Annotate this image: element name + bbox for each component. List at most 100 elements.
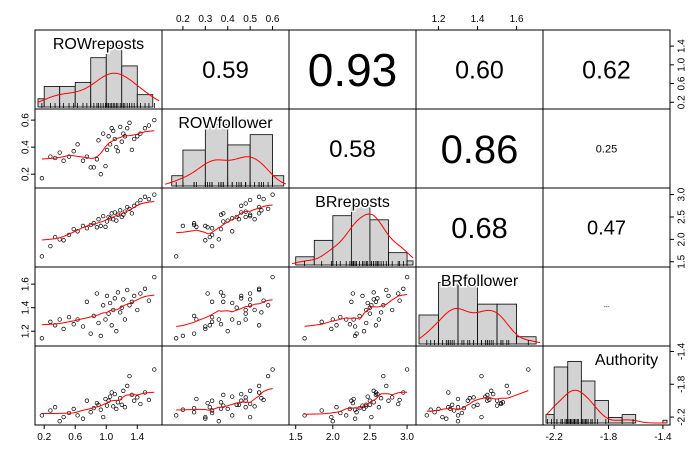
scatter-point [506, 390, 511, 395]
scatter-point [252, 404, 257, 409]
scatter-point [221, 299, 226, 304]
scatter-point [330, 419, 335, 424]
right-tick-label: 2.0 [677, 232, 688, 246]
scatter-point [112, 210, 117, 215]
scatter-point [334, 323, 339, 328]
scatter-point [397, 397, 402, 403]
scatter-point [221, 219, 226, 224]
scatter-point [221, 392, 226, 398]
scatter-point [180, 333, 186, 339]
loess-line [304, 391, 408, 415]
scatter-point [378, 310, 384, 315]
histogram-bar [350, 202, 371, 266]
scatter-point [191, 313, 197, 319]
scatter-point [344, 413, 349, 418]
correlation-label: --- [604, 305, 610, 311]
scatter-point [138, 401, 143, 407]
histogram-bar [249, 134, 273, 187]
loess-line [426, 390, 529, 412]
x-tick-label: -1.4 [654, 432, 672, 443]
scatter-point [48, 408, 53, 413]
correlation-label: 0.68 [451, 213, 507, 245]
scatter-point [261, 196, 266, 202]
scatter-point [396, 401, 401, 407]
density-curve [164, 156, 287, 185]
scatter-point [112, 136, 117, 142]
scatter-point [378, 396, 384, 401]
loess-line [41, 391, 155, 414]
scatter-point [129, 147, 135, 153]
scatter-point [526, 367, 531, 372]
correlation-label: 0.25 [596, 143, 617, 155]
loess-line [176, 204, 273, 235]
histogram-bar [59, 86, 76, 108]
histogram-bar [272, 175, 285, 187]
scatter-point [115, 149, 121, 154]
scatter-point [132, 136, 137, 142]
density-curve [291, 213, 414, 265]
scatter-point [209, 410, 215, 416]
scatter-point [243, 201, 248, 206]
scatter-point [101, 131, 106, 136]
scatter-point [239, 293, 244, 299]
scatter-point [397, 298, 402, 303]
variable-label: ROWreposts [53, 36, 144, 53]
scatter-point [152, 274, 157, 280]
scatter-point [225, 406, 230, 412]
scatter-point [265, 303, 271, 308]
scatter-point [350, 291, 356, 296]
scatter-point [352, 416, 358, 421]
scatter-point [191, 221, 197, 226]
scatter-point [230, 229, 235, 234]
scatter-point [104, 147, 110, 153]
scatter-point [319, 319, 324, 324]
correlation-label: 0.58 [329, 136, 376, 163]
scatter-point [371, 388, 376, 393]
histogram-bar [171, 175, 184, 187]
scatter-point [455, 413, 461, 418]
scatter-point [209, 319, 215, 324]
scatter-point [485, 398, 490, 403]
scatter-point [122, 405, 128, 410]
scatter-point [103, 224, 108, 229]
scatter-point [471, 404, 476, 409]
histogram-bar [182, 149, 206, 187]
correlation-label: 0.93 [308, 44, 398, 96]
scatter-point [319, 408, 324, 413]
scatter-point [39, 176, 45, 181]
scatter-point [57, 150, 62, 155]
scatter-point [135, 307, 140, 313]
scatter-point [112, 391, 117, 397]
scatter-point [180, 223, 186, 229]
scatter-point [216, 317, 221, 322]
right-tick-label: 1.0 [677, 57, 688, 71]
panel-frame [288, 266, 417, 347]
scatter-point [88, 165, 93, 170]
scatter-point [146, 123, 152, 128]
right-tick-label: 3.0 [677, 187, 688, 201]
scatter-point [57, 317, 62, 322]
histogram-bar [90, 57, 107, 108]
scatter-point [142, 126, 148, 131]
scatter-point [365, 300, 370, 306]
scatter-point [111, 128, 116, 134]
loess-line [176, 388, 273, 411]
density-curve [37, 72, 160, 103]
correlation-label: 0.47 [587, 218, 626, 240]
scatter-point [71, 322, 76, 327]
scatter-point [138, 197, 143, 203]
scatter-point [261, 298, 266, 303]
scatter-point [118, 208, 123, 213]
scatter-point [338, 314, 343, 320]
scatter-point [152, 192, 157, 197]
scatter-point [352, 333, 358, 339]
histogram-bar [204, 123, 229, 187]
scatter-point [88, 331, 93, 336]
scatter-point [80, 158, 86, 163]
scatter-point [390, 395, 395, 400]
scatter-point [455, 396, 461, 402]
left-tick-label: 0.6 [21, 113, 32, 127]
right-tick-label: 1.5 [677, 254, 688, 268]
scatter-point [230, 413, 235, 418]
scatter-point [404, 367, 410, 372]
